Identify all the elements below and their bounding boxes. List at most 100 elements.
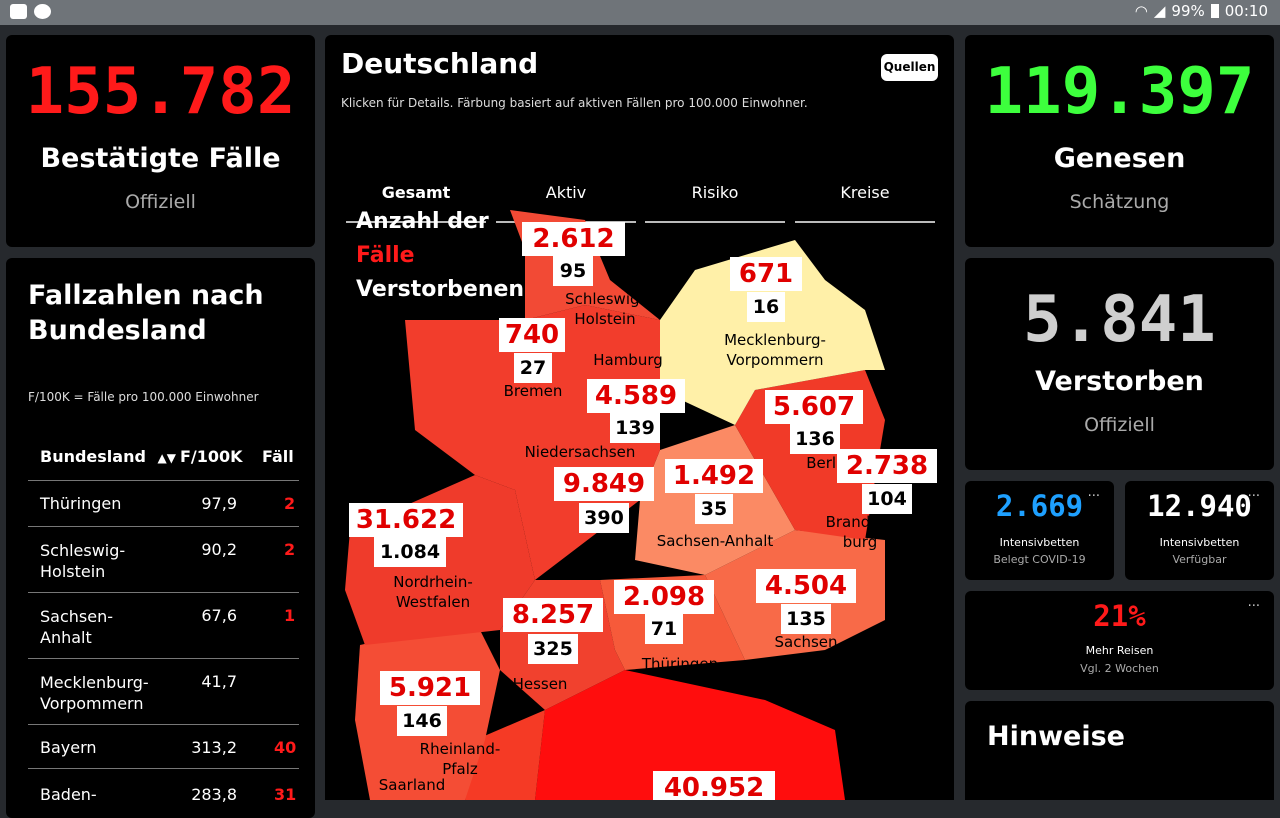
rp-cases[interactable]: 5.921 <box>380 671 480 705</box>
row-faelle: 31 <box>274 785 297 804</box>
icu-occupied-value: 2.669 <box>995 489 1084 523</box>
sh-cases[interactable]: 2.612 <box>522 222 625 256</box>
icu-available-value: 12.940 <box>1147 489 1252 523</box>
berlin-deaths[interactable]: 136 <box>790 424 840 454</box>
ni2-cases[interactable]: 9.849 <box>554 467 654 501</box>
wifi-icon: ◠ <box>1134 2 1148 20</box>
th-cases[interactable]: 2.098 <box>614 580 714 614</box>
tab-risiko[interactable]: Risiko <box>645 183 785 223</box>
legend-cases: Fälle <box>356 243 415 268</box>
table-row[interactable]: Thüringen 97,9 2 <box>28 480 299 527</box>
bremen-label: Bremen <box>503 382 563 400</box>
row-faelle: 2 <box>284 540 296 559</box>
th-deaths[interactable]: 71 <box>645 614 683 644</box>
map-title: Deutschland <box>341 47 539 80</box>
sh-deaths[interactable]: 95 <box>553 256 593 286</box>
more-icon[interactable]: ... <box>1247 485 1260 500</box>
hessen-deaths[interactable]: 325 <box>528 634 578 664</box>
mv-deaths[interactable]: 16 <box>747 292 785 322</box>
recovered-card[interactable]: 119.397 Genesen Schätzung <box>965 35 1274 247</box>
map-legend: Anzahl der Fälle Verstorbenen <box>356 205 524 307</box>
sources-button[interactable]: Quellen <box>881 54 938 81</box>
icu-available-sub: Verfügbar <box>1172 553 1227 566</box>
sn-cases[interactable]: 4.504 <box>756 569 856 603</box>
notes-card[interactable]: Hinweise <box>965 701 1274 800</box>
confirmed-source: Offiziell <box>125 191 196 213</box>
ni-deaths[interactable]: 139 <box>610 413 660 443</box>
table-row[interactable]: Bayern 313,2 40 <box>28 724 299 769</box>
nrw-cases[interactable]: 31.622 <box>349 503 463 537</box>
state-table-card: Fallzahlen nach Bundesland F/100K = Fäll… <box>6 258 315 818</box>
icu-available-label: Intensivbetten <box>1159 536 1240 549</box>
recovered-label: Genesen <box>1053 143 1186 174</box>
icu-occupied-label: Intensivbetten <box>999 536 1080 549</box>
row-faelle: 2 <box>284 494 296 513</box>
notes-title: Hinweise <box>987 721 1125 752</box>
row-f100k: 313,2 <box>191 738 237 757</box>
table-title-line1: Fallzahlen nach <box>28 280 264 311</box>
column-header-bundesland[interactable]: Bundesland ▲▼ <box>40 447 176 466</box>
hessen-label: Hessen <box>512 675 568 693</box>
ni-label: Niedersachsen <box>524 443 636 461</box>
confirmed-cases-card[interactable]: 155.782 Bestätigte Fälle Offiziell <box>6 35 315 247</box>
table-row[interactable]: Baden- 283,8 31 <box>28 768 299 818</box>
st-label: Sachsen-Anhalt <box>656 532 774 550</box>
icu-occupied-card[interactable]: ... 2.669 Intensivbetten Belegt COVID-19 <box>965 481 1114 580</box>
sort-icon[interactable]: ▲▼ <box>157 451 176 465</box>
row-f100k: 90,2 <box>201 540 237 559</box>
st-deaths[interactable]: 35 <box>695 494 733 524</box>
nrw-deaths[interactable]: 1.084 <box>374 537 446 567</box>
recovered-count: 119.397 <box>984 55 1255 129</box>
ni2-deaths[interactable]: 390 <box>579 503 629 533</box>
hessen-cases[interactable]: 8.257 <box>503 598 603 632</box>
bb-label: Branden-burg <box>825 513 895 551</box>
table-row[interactable]: Mecklenburg- Vorpommern 41,7 <box>28 658 299 725</box>
table-row[interactable]: Sachsen- Anhalt 67,6 1 <box>28 592 299 659</box>
travel-label: Mehr Reisen <box>1085 644 1154 657</box>
row-state-name: Sachsen- Anhalt <box>40 607 113 647</box>
recovered-source: Schätzung <box>1069 191 1170 213</box>
row-f100k: 97,9 <box>201 494 237 513</box>
germany-map-card: Deutschland Klicken für Details. Färbung… <box>325 35 954 800</box>
image-icon <box>10 4 27 19</box>
st-cases[interactable]: 1.492 <box>665 459 763 493</box>
by-cases[interactable]: 40.952 <box>653 771 775 800</box>
deaths-label: Verstorben <box>1035 366 1204 397</box>
travel-sub: Vgl. 2 Wochen <box>1080 662 1159 675</box>
saarland-label: Saarland <box>378 776 446 794</box>
confirmed-label: Bestätigte Fälle <box>40 143 281 174</box>
map-subtitle: Klicken für Details. Färbung basiert auf… <box>341 96 808 110</box>
ni-cases[interactable]: 4.589 <box>587 379 685 413</box>
tab-kreise[interactable]: Kreise <box>795 183 935 223</box>
travel-card[interactable]: ... 21% Mehr Reisen Vgl. 2 Wochen <box>965 591 1274 690</box>
row-state-name: Bayern <box>40 738 97 757</box>
map-region-bayern <box>535 670 845 800</box>
bb-cases[interactable]: 2.738 <box>837 449 937 483</box>
bremen-cases[interactable]: 740 <box>499 318 565 352</box>
tab-gesamt[interactable]: Gesamt <box>346 183 486 223</box>
browser-icon <box>34 4 51 19</box>
map-region-mecklenburg-vorpommern <box>660 240 885 425</box>
icu-occupied-sub: Belegt COVID-19 <box>993 553 1086 566</box>
status-bar: ◠ ◢ 99% 00:10 <box>0 0 1280 25</box>
bremen-deaths[interactable]: 27 <box>514 353 552 383</box>
column-header-faelle[interactable]: Fälle <box>262 447 294 466</box>
more-icon[interactable]: ... <box>1247 595 1260 610</box>
travel-value: 21% <box>1093 599 1146 633</box>
row-f100k: 283,8 <box>191 785 237 804</box>
battery-icon <box>1210 4 1219 18</box>
more-icon[interactable]: ... <box>1087 485 1100 500</box>
deaths-card[interactable]: 5.841 Verstorben Offiziell <box>965 258 1274 470</box>
bb-deaths[interactable]: 104 <box>862 484 912 514</box>
icu-available-card[interactable]: ... 12.940 Intensivbetten Verfügbar <box>1125 481 1274 580</box>
legend-deaths: Verstorbenen <box>356 277 525 302</box>
sn-deaths[interactable]: 135 <box>781 604 831 634</box>
row-state-name: Schleswig- Holstein <box>40 541 126 581</box>
rp-deaths[interactable]: 146 <box>397 706 447 736</box>
column-header-f100k[interactable]: F/100K <box>180 447 243 466</box>
table-row[interactable]: Schleswig- Holstein 90,2 2 <box>28 526 299 593</box>
mv-cases[interactable]: 671 <box>730 257 802 291</box>
berlin-cases[interactable]: 5.607 <box>765 390 863 424</box>
row-state-name: Baden- <box>40 785 97 804</box>
legend-line1: Anzahl der <box>356 209 489 234</box>
